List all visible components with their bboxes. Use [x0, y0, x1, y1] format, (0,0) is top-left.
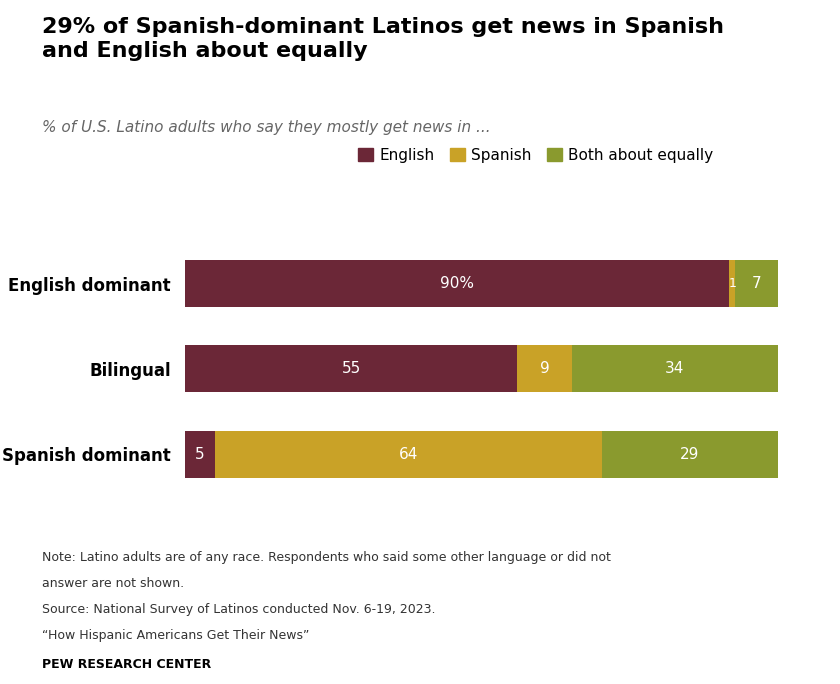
Bar: [729, 260, 735, 307]
Bar: [185, 260, 729, 307]
Text: Note: Latino adults are of any race. Respondents who said some other language or: Note: Latino adults are of any race. Res…: [42, 551, 611, 564]
Bar: [602, 431, 778, 477]
Text: Source: National Survey of Latinos conducted Nov. 6-19, 2023.: Source: National Survey of Latinos condu…: [42, 603, 435, 616]
Bar: [185, 431, 215, 477]
Text: 29% of Spanish-dominant Latinos get news in Spanish
and English about equally: 29% of Spanish-dominant Latinos get news…: [42, 17, 724, 61]
Bar: [185, 345, 517, 393]
Text: answer are not shown.: answer are not shown.: [42, 577, 184, 590]
Text: 64: 64: [399, 447, 418, 462]
Bar: [215, 431, 602, 477]
Text: 34: 34: [665, 361, 685, 376]
Text: 29: 29: [680, 447, 700, 462]
Legend: English, Spanish, Both about equally: English, Spanish, Both about equally: [352, 142, 719, 169]
Text: 1: 1: [728, 277, 736, 290]
Text: 90%: 90%: [440, 276, 474, 291]
Text: 9: 9: [540, 361, 549, 376]
Bar: [735, 260, 778, 307]
Text: 55: 55: [342, 361, 360, 376]
Text: “How Hispanic Americans Get Their News”: “How Hispanic Americans Get Their News”: [42, 629, 309, 642]
Text: 5: 5: [195, 447, 205, 462]
Text: PEW RESEARCH CENTER: PEW RESEARCH CENTER: [42, 658, 211, 671]
Text: 7: 7: [752, 276, 761, 291]
Text: % of U.S. Latino adults who say they mostly get news in ...: % of U.S. Latino adults who say they mos…: [42, 120, 491, 135]
Bar: [517, 345, 572, 393]
Bar: [572, 345, 778, 393]
